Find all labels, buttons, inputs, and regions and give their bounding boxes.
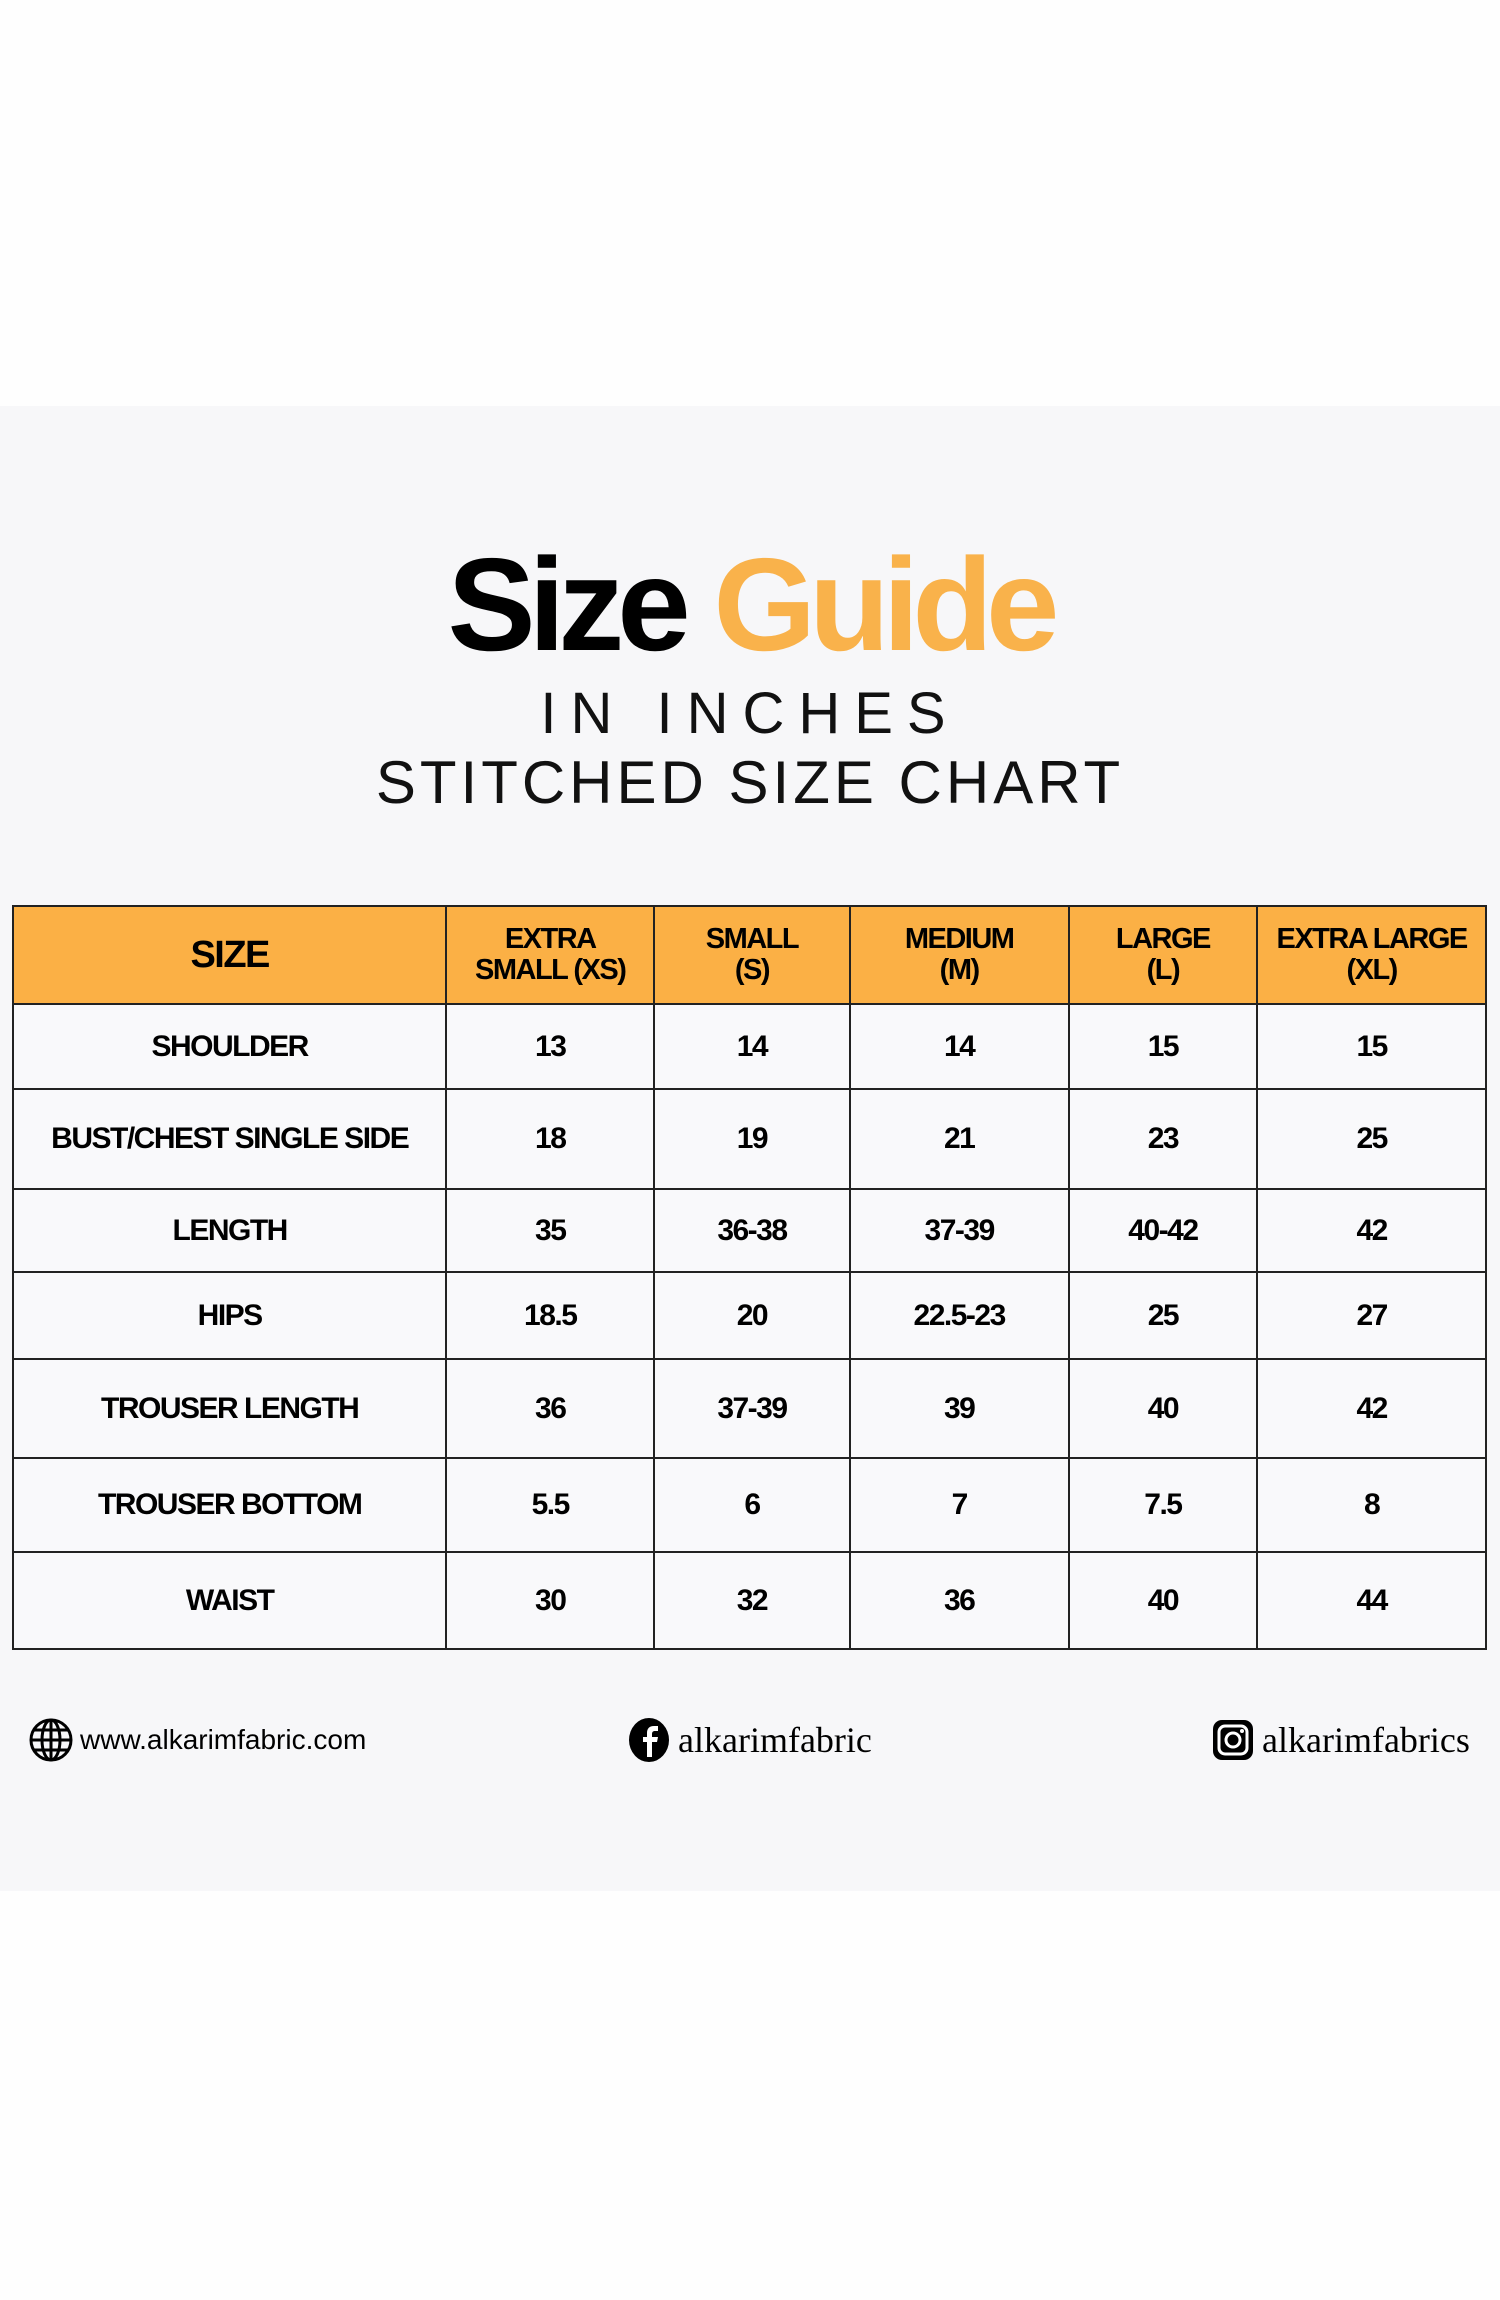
facebook-handle[interactable]: alkarimfabric <box>678 1720 872 1760</box>
footer-facebook[interactable]: alkarimfabric <box>626 1712 872 1768</box>
cell-value: 7.5 <box>1067 1457 1259 1553</box>
table-row: WAIST 30 32 36 40 44 <box>11 1551 1487 1650</box>
table-row: SHOULDER 13 14 14 15 15 <box>11 1003 1487 1090</box>
cell-value: 36-38 <box>653 1188 851 1273</box>
cell-value: 14 <box>848 1003 1070 1090</box>
cell-value: 14 <box>653 1003 851 1090</box>
column-header: SIZE <box>11 905 448 1005</box>
column-header: EXTRA SMALL (XS) <box>445 905 656 1005</box>
cell-value: 27 <box>1256 1271 1487 1360</box>
cell-value: 15 <box>1067 1003 1259 1090</box>
website-link[interactable]: www.alkarimfabric.com <box>80 1724 367 1755</box>
cell-value: 20 <box>653 1271 851 1360</box>
cell-value: 44 <box>1256 1551 1487 1650</box>
cell-value: 40-42 <box>1067 1188 1259 1273</box>
cell-value: 42 <box>1256 1358 1487 1459</box>
column-header-line: (L) <box>1146 954 1181 986</box>
column-header-line: (XL) <box>1346 954 1398 986</box>
cell-value: 37-39 <box>848 1188 1070 1273</box>
cell-value: 13 <box>445 1003 656 1090</box>
cell-value: 21 <box>848 1088 1070 1190</box>
subtitle-chart: STITCHED SIZE CHART <box>375 749 1125 816</box>
column-header-line: (S) <box>734 954 771 986</box>
cell-value: 18.5 <box>445 1271 656 1360</box>
table-row: BUST/CHEST SINGLE SIDE 18 19 21 23 25 <box>11 1088 1487 1190</box>
cell-value: 7 <box>848 1457 1070 1553</box>
column-header: LARGE (L) <box>1067 905 1259 1005</box>
cell-value: 30 <box>445 1551 656 1650</box>
cell-value: 19 <box>653 1088 851 1190</box>
column-header: MEDIUM (M) <box>848 905 1070 1005</box>
instagram-icon <box>1213 1720 1253 1760</box>
column-header-line: EXTRA LARGE <box>1276 923 1469 955</box>
title-word-size: Size <box>447 531 691 678</box>
cell-value: 36 <box>445 1358 656 1459</box>
row-label: BUST/CHEST SINGLE SIDE <box>11 1088 448 1190</box>
row-label: TROUSER LENGTH <box>11 1358 448 1459</box>
row-label: SHOULDER <box>11 1003 448 1090</box>
cell-value: 18 <box>445 1088 656 1190</box>
cell-value: 37-39 <box>653 1358 851 1459</box>
row-label: HIPS <box>11 1271 448 1360</box>
cell-value: 23 <box>1067 1088 1259 1190</box>
instagram-handle[interactable]: alkarimfabrics <box>1262 1720 1470 1760</box>
table-row: TROUSER LENGTH 36 37-39 39 40 42 <box>11 1358 1487 1459</box>
column-header: SMALL (S) <box>653 905 851 1005</box>
subtitle-units: IN INCHES <box>540 681 960 746</box>
cell-value: 22.5-23 <box>848 1271 1070 1360</box>
table-header-row: SIZE EXTRA SMALL (XS) SMALL (S) MEDIUM (M) LARG… <box>11 905 1487 1005</box>
column-header-line: MEDIUM <box>904 923 1015 955</box>
cell-value: 40 <box>1067 1551 1259 1650</box>
title-word-guide: Guide <box>713 531 1059 678</box>
cell-value: 15 <box>1256 1003 1487 1090</box>
column-header: EXTRA LARGE (XL) <box>1256 905 1487 1005</box>
globe-icon <box>29 1718 73 1762</box>
row-label: WAIST <box>11 1551 448 1650</box>
cell-value: 40 <box>1067 1358 1259 1459</box>
cell-value: 32 <box>653 1551 851 1650</box>
table-row: HIPS 18.5 20 22.5-23 25 27 <box>11 1271 1487 1360</box>
cell-value: 8 <box>1256 1457 1487 1553</box>
table-row: TROUSER BOTTOM 5.5 6 7 7.5 8 <box>11 1457 1487 1553</box>
cell-value: 6 <box>653 1457 851 1553</box>
footer-instagram[interactable]: alkarimfabrics <box>1210 1712 1470 1768</box>
cell-value: 25 <box>1256 1088 1487 1190</box>
column-header-line: SMALL (XS) <box>475 954 627 986</box>
size-table: SIZE EXTRA SMALL (XS) SMALL (S) MEDIUM (M) LARG… <box>11 905 1487 1650</box>
column-header-line: LARGE <box>1115 923 1211 955</box>
cell-value: 35 <box>445 1188 656 1273</box>
cell-value: 39 <box>848 1358 1070 1459</box>
column-header-line: EXTRA <box>504 923 597 955</box>
column-header-line: SIZE <box>190 933 270 976</box>
row-label: LENGTH <box>11 1188 448 1273</box>
column-header-line: (M) <box>939 954 980 986</box>
cell-value: 5.5 <box>445 1457 656 1553</box>
cell-value: 42 <box>1256 1188 1487 1273</box>
facebook-icon <box>629 1718 669 1762</box>
row-label: TROUSER BOTTOM <box>11 1457 448 1553</box>
column-header-line: SMALL <box>705 923 800 955</box>
page-title: Size Guide <box>0 530 1500 680</box>
cell-value: 25 <box>1067 1271 1259 1360</box>
cell-value: 36 <box>848 1551 1070 1650</box>
footer-website[interactable]: www.alkarimfabric.com <box>28 1712 366 1768</box>
table-row: LENGTH 35 36-38 37-39 40-42 42 <box>11 1188 1487 1273</box>
